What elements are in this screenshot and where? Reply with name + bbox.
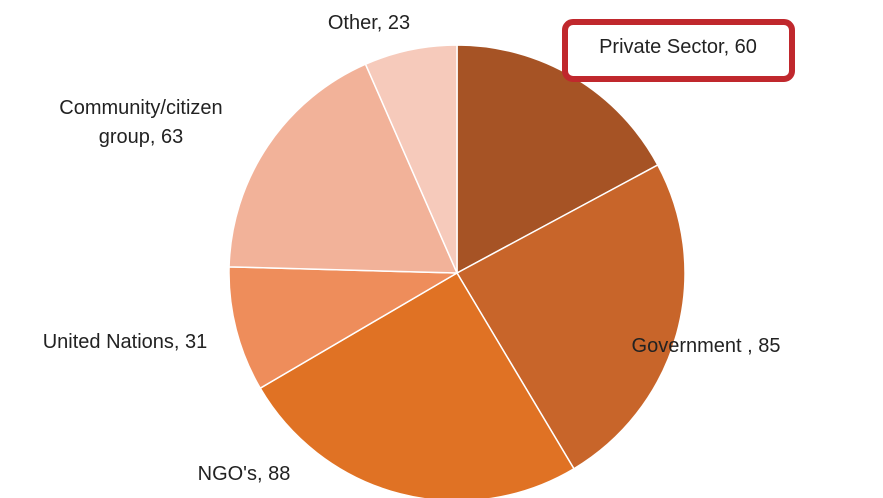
data-label-line: Government , 85 <box>632 335 781 357</box>
data-label-text-government: Government , 85 <box>632 335 781 357</box>
data-label-text-other: Other, 23 <box>328 12 410 34</box>
data-label-line: Private Sector, 60 <box>599 36 757 58</box>
pie-labels: Private Sector, 60 Government , 85 NGO's, … <box>43 12 795 485</box>
data-label-line: group, 63 <box>99 126 184 148</box>
pie-slice-government <box>455 163 686 470</box>
data-label-government: Government , 85 <box>632 335 781 357</box>
data-label-other: Other, 23 <box>328 12 410 34</box>
data-label-line: Community/citizen <box>59 97 222 119</box>
data-label-text-ngo-s: NGO's, 88 <box>198 463 291 485</box>
data-label-text-private-sector: Private Sector, 60 <box>599 36 757 58</box>
pie-slice-community-citizen-group <box>228 63 459 274</box>
data-label-private-sector: Private Sector, 60 <box>562 19 795 82</box>
data-label-united-nations: United Nations, 31 <box>43 331 208 353</box>
data-label-line: United Nations, 31 <box>43 331 208 353</box>
data-label-community-citizen-group: Community/citizen group, 63 <box>59 97 222 148</box>
data-label-text-community-citizen-group: Community/citizen group, 63 <box>59 97 222 148</box>
data-label-ngo-s: NGO's, 88 <box>198 463 291 485</box>
highlight-box <box>562 19 795 82</box>
data-label-line: NGO's, 88 <box>198 463 291 485</box>
pie-slice-other <box>364 44 458 274</box>
pie-slices <box>228 44 686 498</box>
pie-slice-ngo-s <box>259 271 575 498</box>
pie-slice-united-nations <box>228 266 460 390</box>
data-label-text-united-nations: United Nations, 31 <box>43 331 208 353</box>
data-label-line: Other, 23 <box>328 12 410 34</box>
